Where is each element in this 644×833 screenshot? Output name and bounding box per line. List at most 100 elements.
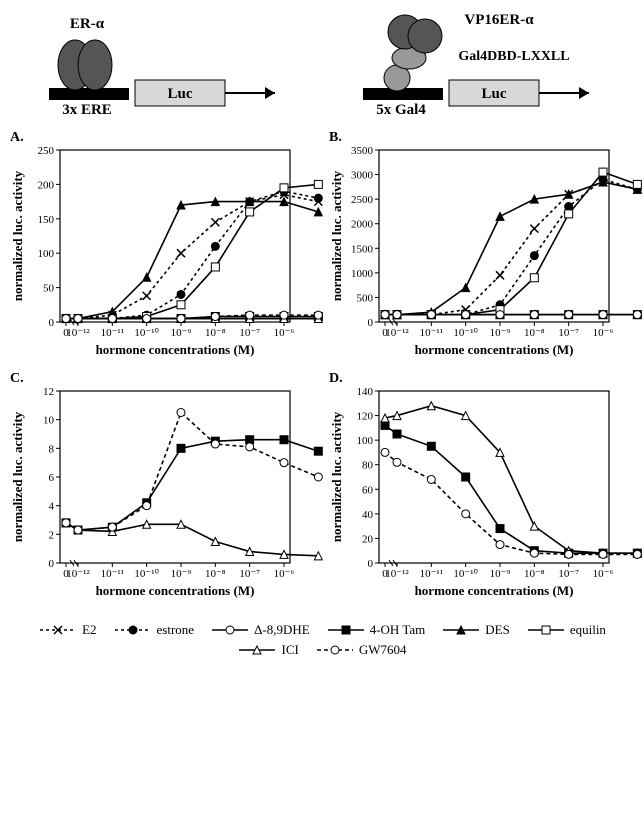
svg-text:2: 2: [49, 529, 55, 541]
svg-text:10⁻⁷: 10⁻⁷: [239, 568, 260, 580]
svg-text:10⁻¹¹: 10⁻¹¹: [420, 568, 443, 580]
svg-text:10⁻¹⁰: 10⁻¹⁰: [134, 568, 159, 580]
legend-item: 4-OH Tam: [326, 622, 426, 638]
svg-text:hormone concentrations (M): hormone concentrations (M): [415, 342, 574, 357]
svg-text:10⁻⁹: 10⁻⁹: [490, 568, 511, 580]
svg-text:0: 0: [368, 558, 374, 570]
svg-text:10⁻¹⁰: 10⁻¹⁰: [134, 327, 159, 339]
svg-text:10⁻⁶: 10⁻⁶: [274, 568, 295, 580]
gal4dbd-label: Gal4DBD-LXXLL: [458, 49, 569, 64]
svg-text:10⁻⁸: 10⁻⁸: [205, 327, 226, 339]
panel-B: B.0500100015002000250030003500010⁻¹²10⁻¹…: [327, 132, 636, 367]
svg-text:0: 0: [49, 317, 55, 329]
arrow-head-left: [265, 87, 275, 99]
ere-box: [49, 88, 129, 100]
panel-label-A: A.: [10, 130, 24, 146]
svg-text:200: 200: [38, 179, 55, 191]
svg-text:10⁻¹²: 10⁻¹²: [385, 568, 409, 580]
svg-text:10⁻¹⁰: 10⁻¹⁰: [453, 327, 478, 339]
svg-text:10⁻⁶: 10⁻⁶: [593, 568, 614, 580]
chart-D: 020406080100120140010⁻¹²10⁻¹¹10⁻¹⁰10⁻⁹10…: [327, 373, 636, 608]
svg-text:3000: 3000: [351, 170, 374, 182]
svg-text:normalized luc. activity: normalized luc. activity: [329, 170, 344, 301]
chart-C: 024681012010⁻¹²10⁻¹¹10⁻¹⁰10⁻⁹10⁻⁸10⁻⁷10⁻…: [8, 373, 317, 608]
luc-label-left: Luc: [167, 86, 192, 102]
legend-label: Δ-8,9DHE: [254, 622, 310, 638]
legend-item: estrone: [113, 622, 195, 638]
svg-text:60: 60: [362, 484, 374, 496]
svg-text:10⁻⁷: 10⁻⁷: [558, 568, 579, 580]
svg-text:12: 12: [43, 386, 54, 398]
svg-text:3500: 3500: [351, 145, 374, 157]
svg-text:100: 100: [38, 248, 55, 260]
svg-text:10⁻⁹: 10⁻⁹: [490, 327, 511, 339]
svg-text:10⁻¹²: 10⁻¹²: [66, 568, 90, 580]
legend-label: ICI: [281, 642, 298, 658]
svg-text:10⁻⁷: 10⁻⁷: [239, 327, 260, 339]
legend-item: ICI: [237, 642, 298, 658]
svg-text:hormone concentrations (M): hormone concentrations (M): [415, 583, 574, 598]
svg-text:10⁻⁸: 10⁻⁸: [524, 327, 545, 339]
panel-label-D: D.: [329, 371, 343, 387]
er-alpha-label: ER-α: [70, 16, 105, 32]
legend-item: GW7604: [315, 642, 407, 658]
svg-text:2500: 2500: [351, 194, 374, 206]
svg-text:250: 250: [38, 145, 55, 157]
legend: E2 estrone Δ-8,9DHE 4-OH Tam DES equilin ICI GW…: [8, 618, 636, 662]
panel-label-C: C.: [10, 371, 24, 387]
legend-item: DES: [441, 622, 510, 638]
schematic-left: ER-α Luc 3x ERE: [25, 10, 305, 120]
schematic-right: VP16ER-α Gal4DBD-LXXLL Luc 5x Gal4: [339, 10, 619, 120]
arrow-head-right: [579, 87, 589, 99]
svg-text:10⁻⁶: 10⁻⁶: [593, 327, 614, 339]
svg-text:120: 120: [357, 411, 374, 423]
chart-B: 0500100015002000250030003500010⁻¹²10⁻¹¹1…: [327, 132, 636, 367]
schematics-row: ER-α Luc 3x ERE VP16ER-α Gal4DBD-LXXLL L…: [8, 10, 636, 120]
legend-label: GW7604: [359, 642, 407, 658]
svg-text:100: 100: [357, 435, 374, 447]
svg-text:500: 500: [357, 292, 374, 304]
panel-D: D.020406080100120140010⁻¹²10⁻¹¹10⁻¹⁰10⁻⁹…: [327, 373, 636, 608]
svg-text:hormone concentrations (M): hormone concentrations (M): [96, 342, 255, 357]
svg-text:normalized luc. activity: normalized luc. activity: [10, 170, 25, 301]
svg-text:10⁻⁷: 10⁻⁷: [558, 327, 579, 339]
legend-item: Δ-8,9DHE: [210, 622, 310, 638]
svg-text:10: 10: [43, 415, 55, 427]
svg-text:80: 80: [362, 460, 374, 472]
svg-text:normalized luc. activity: normalized luc. activity: [329, 411, 344, 542]
svg-text:40: 40: [362, 509, 374, 521]
luc-label-right: Luc: [481, 86, 506, 102]
svg-text:1500: 1500: [351, 243, 374, 255]
legend-item: equilin: [526, 622, 606, 638]
legend-label: DES: [485, 622, 510, 638]
svg-text:140: 140: [357, 386, 374, 398]
er-ellipse-2: [78, 40, 112, 90]
panel-label-B: B.: [329, 130, 342, 146]
svg-text:10⁻¹²: 10⁻¹²: [385, 327, 409, 339]
svg-text:1000: 1000: [351, 268, 374, 280]
svg-text:10⁻¹²: 10⁻¹²: [66, 327, 90, 339]
svg-text:20: 20: [362, 533, 374, 545]
svg-text:10⁻⁸: 10⁻⁸: [524, 568, 545, 580]
svg-text:10⁻¹¹: 10⁻¹¹: [420, 327, 443, 339]
svg-text:10⁻¹¹: 10⁻¹¹: [101, 568, 124, 580]
svg-text:10⁻⁹: 10⁻⁹: [171, 327, 192, 339]
svg-text:150: 150: [38, 214, 55, 226]
vp-circle-2: [408, 19, 442, 53]
svg-text:10⁻¹⁰: 10⁻¹⁰: [453, 568, 478, 580]
legend-label: E2: [82, 622, 96, 638]
panel-C: C.024681012010⁻¹²10⁻¹¹10⁻¹⁰10⁻⁹10⁻⁸10⁻⁷1…: [8, 373, 317, 608]
gal4-label: 5x Gal4: [376, 102, 426, 118]
svg-text:10⁻¹¹: 10⁻¹¹: [101, 327, 124, 339]
svg-text:8: 8: [49, 443, 55, 455]
svg-text:10⁻⁶: 10⁻⁶: [274, 327, 295, 339]
svg-text:0: 0: [49, 558, 55, 570]
svg-text:10⁻⁸: 10⁻⁸: [205, 568, 226, 580]
svg-text:hormone concentrations (M): hormone concentrations (M): [96, 583, 255, 598]
svg-text:6: 6: [49, 472, 55, 484]
ere-label: 3x ERE: [62, 102, 112, 118]
svg-text:0: 0: [368, 317, 374, 329]
svg-text:50: 50: [43, 283, 55, 295]
vp16-label: VP16ER-α: [464, 12, 534, 28]
figure: ER-α Luc 3x ERE VP16ER-α Gal4DBD-LXXLL L…: [0, 0, 644, 672]
